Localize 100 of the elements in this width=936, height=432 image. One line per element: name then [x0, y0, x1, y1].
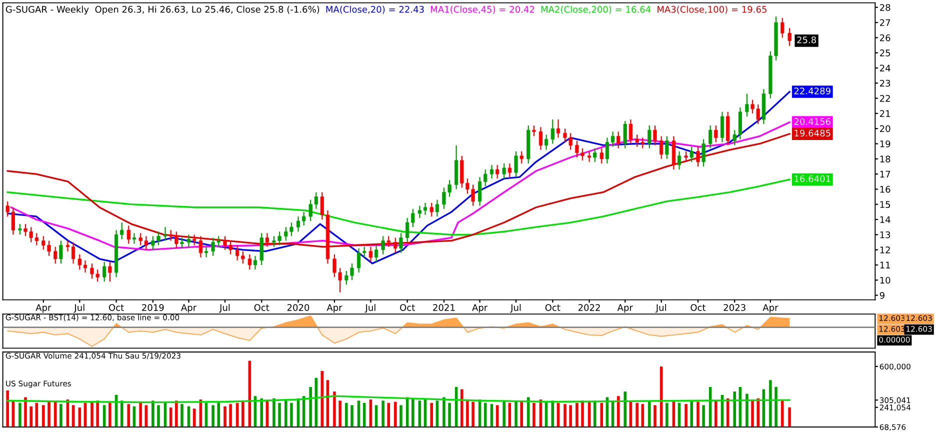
- candlestick: [430, 202, 434, 218]
- candlestick: [102, 261, 106, 282]
- candlestick: [71, 242, 76, 264]
- y-tick-label: 17: [880, 170, 890, 178]
- candlestick: [665, 136, 669, 160]
- text: MA2(Close,200) = 16.64: [541, 6, 651, 14]
- x-tick-label: Oct: [108, 304, 124, 311]
- candlestick: [236, 244, 240, 261]
- candlestick: [593, 148, 597, 162]
- candlestick: [610, 131, 615, 148]
- candlestick: [423, 202, 428, 216]
- candlestick: [490, 164, 494, 180]
- candlestick: [484, 168, 488, 187]
- candlestick: [684, 150, 688, 162]
- candlestick: [356, 248, 361, 274]
- line-series: [6, 395, 790, 404]
- candlestick: [406, 217, 410, 243]
- candlestick: [538, 126, 543, 150]
- candlestick: [780, 17, 784, 38]
- candlestick: [174, 231, 178, 249]
- x-tick-label: Jul: [510, 304, 521, 313]
- chart-title: G-SUGAR - Weekly Open 26.3, Hi 26.63, Lo 25.46, Close 25.8 (-1.6%): [6, 6, 320, 15]
- candlestick: [690, 146, 694, 162]
- candlestick: [265, 232, 269, 248]
- y-tick-label: 9: [880, 292, 884, 299]
- y-tick-label: 11: [880, 262, 890, 268]
- candlestick: [83, 260, 88, 274]
- data-label: 20.4156: [794, 118, 830, 125]
- candlestick: [623, 120, 627, 149]
- data-label: 16.6401: [794, 175, 830, 182]
- candlestick: [192, 234, 196, 246]
- y-tick-label: 28: [880, 4, 890, 11]
- y-tick-label: 19: [880, 140, 890, 148]
- text: MA3(Close,100) = 19.65: [658, 6, 766, 14]
- candlestick: [508, 162, 512, 178]
- candlestick: [204, 246, 208, 258]
- x-tick-label: Oct: [690, 304, 706, 311]
- x-tick-label: 2022: [578, 304, 600, 311]
- candlestick: [163, 226, 168, 242]
- candlestick: [544, 134, 548, 150]
- candlestick: [320, 192, 324, 220]
- candlestick: [18, 223, 22, 236]
- y-tick-label: 15: [880, 201, 890, 208]
- candlestick: [550, 118, 554, 144]
- y-tick-label: 16: [880, 186, 890, 193]
- y-tick-label: 14: [880, 216, 890, 223]
- candlestick: [532, 124, 536, 137]
- x-tick-label: Apr: [181, 304, 197, 313]
- y-tick-label: 25: [880, 50, 890, 56]
- candlestick: [605, 137, 610, 164]
- candlestick: [496, 164, 500, 180]
- x-tick-label: Apr: [472, 304, 488, 313]
- text: MA1(Close,45) = 20.42: [430, 6, 534, 14]
- y-tick-label: 24: [880, 64, 890, 72]
- x-tick-label: Apr: [762, 304, 778, 313]
- candlestick: [788, 28, 792, 46]
- x-tick-label: Jul: [74, 304, 84, 313]
- candlestick: [738, 106, 742, 140]
- candlestick: [418, 205, 422, 219]
- candlestick: [653, 124, 657, 146]
- candlestick: [677, 150, 682, 170]
- candlestick: [714, 124, 718, 143]
- candlestick: [120, 222, 124, 240]
- y-tick-label: 18: [880, 156, 890, 162]
- x-tick-label: Jul: [655, 304, 666, 313]
- x-tick-label: Apr: [36, 304, 52, 313]
- candlestick: [381, 236, 385, 255]
- candlestick: [702, 138, 706, 168]
- candlestick: [514, 150, 518, 178]
- x-tick-label: Oct: [254, 304, 270, 311]
- candlestick: [54, 246, 58, 264]
- candlestick: [732, 130, 736, 146]
- candlestick: [520, 150, 524, 164]
- candlestick: [241, 250, 245, 264]
- y-tick-label: 26: [880, 34, 890, 42]
- candlestick: [126, 225, 130, 244]
- x-tick-label: 2023: [724, 304, 746, 311]
- candlestick: [386, 236, 390, 248]
- candlestick: [169, 230, 173, 242]
- candlestick: [78, 254, 82, 270]
- candlestick: [374, 244, 378, 262]
- x-tick-label: 2020: [287, 304, 310, 311]
- y-tick-label: 21: [880, 110, 890, 117]
- text: MA(Close,20) = 22.43: [326, 6, 424, 14]
- x-tick-label: Jul: [219, 304, 230, 313]
- candlestick: [248, 254, 252, 270]
- candlestick: [66, 240, 70, 252]
- candlestick: [253, 255, 258, 270]
- candlestick: [628, 118, 632, 144]
- candlestick: [59, 240, 63, 264]
- y-tick-label: 12: [880, 246, 890, 254]
- data-label: 19.6485: [794, 130, 830, 137]
- y-tick-label: 27: [880, 19, 890, 26]
- candlestick: [260, 232, 264, 266]
- candlestick: [411, 208, 415, 228]
- candlestick: [720, 111, 724, 143]
- candlestick: [394, 237, 398, 254]
- y-tick-label: 22: [880, 95, 890, 102]
- candlestick: [696, 146, 700, 168]
- x-tick-label: 2019: [142, 304, 164, 311]
